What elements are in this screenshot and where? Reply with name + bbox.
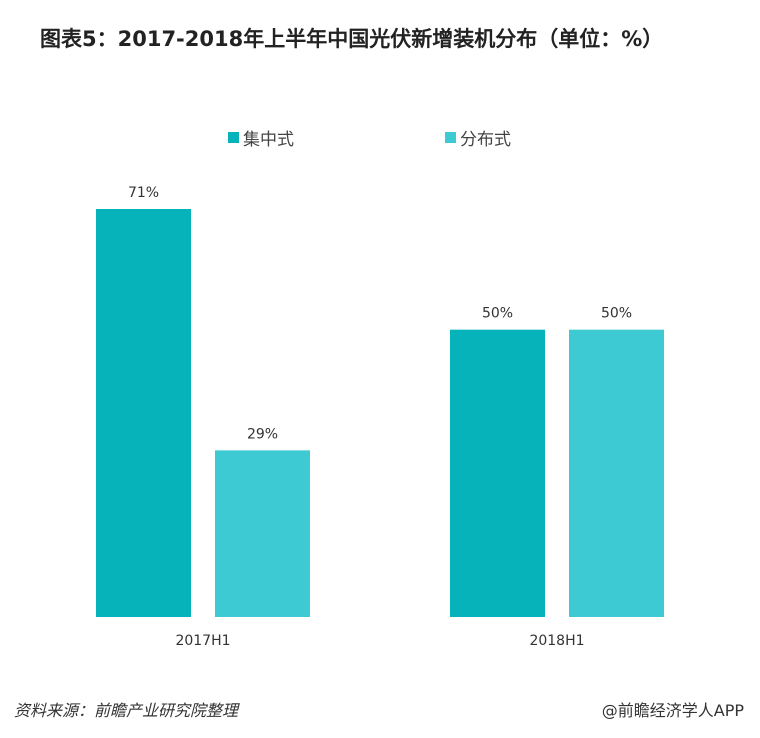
legend-item-distributed: 分布式 [445, 125, 511, 150]
data-label: 50% [601, 306, 632, 322]
data-label: 29% [247, 426, 278, 442]
legend-label: 分布式 [460, 130, 511, 150]
legend-label: 集中式 [243, 130, 294, 150]
legend-swatch [445, 132, 456, 143]
bar-2017H1-集中式 [96, 209, 191, 617]
bar-2018H1-集中式 [450, 329, 545, 617]
bar-2018H1-分布式 [569, 329, 664, 617]
source-note: 资料来源：前瞻产业研究院整理 [14, 701, 239, 720]
legend-swatch [228, 132, 239, 143]
category-label: 2018H1 [529, 633, 584, 649]
category-label: 2017H1 [175, 633, 230, 649]
chart-title: 图表5：2017-2018年上半年中国光伏新增装机分布（单位：%） [40, 27, 664, 51]
data-label: 71% [128, 185, 159, 201]
bar-2017H1-分布式 [215, 450, 310, 617]
data-label: 50% [482, 306, 513, 322]
watermark: @前瞻经济学人APP [601, 701, 744, 720]
legend-item-centralized: 集中式 [228, 125, 294, 150]
